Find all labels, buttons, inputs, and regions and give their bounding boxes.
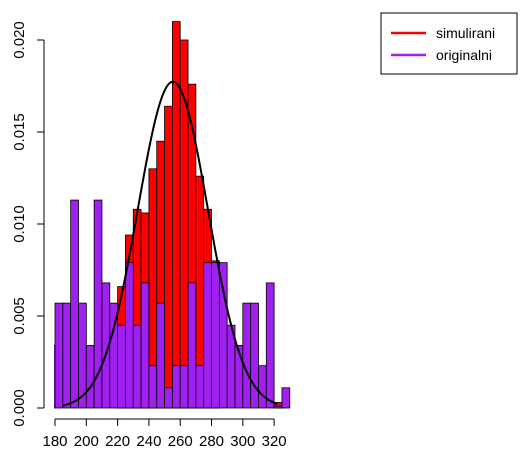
y-tick-label: 0.010 <box>11 205 28 243</box>
legend: simulirani originalni <box>380 12 518 75</box>
bar-originalni-205 <box>93 199 103 409</box>
legend-label-simulirani: simulirani <box>436 25 495 41</box>
bar-originalni-front-230 <box>132 324 142 409</box>
x-tick-label: 280 <box>199 433 224 450</box>
bar-originalni-310 <box>258 365 267 409</box>
legend-box <box>380 12 518 75</box>
x-tick-label: 320 <box>262 433 287 450</box>
x-tick-label: 240 <box>136 433 161 450</box>
bar-originalni-185 <box>62 302 72 409</box>
bar-originalni-front-245 <box>156 302 165 409</box>
legend-label-originalni: originalni <box>436 47 492 63</box>
normal-density-curve <box>62 80 278 407</box>
y-tick-label: 0.005 <box>11 297 28 335</box>
bar-simulirani-250 <box>164 105 173 409</box>
y-tick-label: 0.015 <box>11 113 28 151</box>
y-tick-label: 0.000 <box>11 389 28 427</box>
bar-originalni-front-255 <box>171 365 181 409</box>
y-tick-label: 0.020 <box>11 21 28 59</box>
bar-simulirani-255 <box>171 21 181 409</box>
bar-originalni-front-240 <box>148 365 158 409</box>
bar-originalni-300 <box>242 302 252 409</box>
bar-originalni-front-250 <box>164 387 173 409</box>
simulirani-bars <box>117 21 283 409</box>
bar-originalni-190 <box>70 199 79 409</box>
bar-originalni-285 <box>218 262 228 409</box>
bar-originalni-325 <box>281 387 291 409</box>
bar-originalni-180 <box>54 302 64 409</box>
bar-originalni-front-275 <box>203 262 212 409</box>
x-tick-label: 180 <box>42 433 67 450</box>
x-tick-label: 200 <box>74 433 99 450</box>
x-tick-label: 220 <box>105 433 130 450</box>
bar-originalni-200 <box>85 345 95 409</box>
bar-originalni-front-320 <box>273 405 283 409</box>
y-axis: 0.000 0.005 0.010 0.015 0.020 <box>11 21 45 427</box>
bar-originalni-175 <box>54 345 56 409</box>
bar-originalni-305 <box>250 302 259 409</box>
x-tick-label: 260 <box>168 433 193 450</box>
bar-originalni-front-220 <box>117 324 126 409</box>
bar-originalni-front-265 <box>187 282 197 409</box>
bar-originalni-front-235 <box>140 282 150 409</box>
x-axis: 180 200 220 240 260 280 300 320 <box>42 418 287 450</box>
bar-originalni-315 <box>265 282 275 409</box>
x-tick-label: 300 <box>230 433 255 450</box>
bar-originalni-front-280 <box>211 262 220 409</box>
bar-originalni-front-225 <box>125 262 134 409</box>
bar-originalni-front-270 <box>195 365 205 409</box>
bar-originalni-front-260 <box>179 365 189 409</box>
